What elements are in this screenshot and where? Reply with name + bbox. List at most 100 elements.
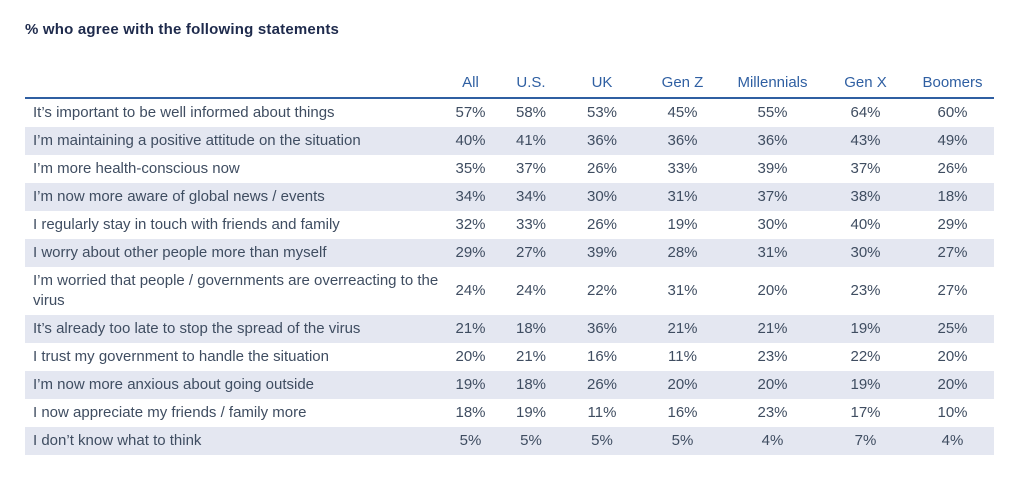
statement-cell: I don’t know what to think bbox=[33, 432, 202, 449]
header-row: All U.S. UK Gen Z Millennials Gen X Boomers bbox=[25, 74, 994, 99]
table-row: I worry about other people more than mys… bbox=[25, 239, 994, 267]
value-cell: 31% bbox=[667, 282, 698, 299]
value-cell: 36% bbox=[586, 132, 618, 149]
value-cell: 5% bbox=[591, 432, 613, 449]
value-cell: 4% bbox=[941, 432, 964, 449]
value-cell: 27% bbox=[937, 282, 968, 299]
table-row: It’s important to be well informed about… bbox=[25, 98, 994, 127]
statement-column-header bbox=[25, 74, 443, 99]
value-cell: 30% bbox=[586, 188, 618, 205]
value-cell: 36% bbox=[667, 132, 698, 149]
value-cell: 17% bbox=[850, 404, 881, 421]
statement-cell: I’m worried that people / governments ar… bbox=[33, 272, 439, 309]
value-cell: 10% bbox=[937, 404, 968, 421]
value-cell: 40% bbox=[850, 216, 881, 233]
value-cell: 19% bbox=[850, 376, 881, 393]
value-cell: 5% bbox=[671, 432, 694, 449]
value-cell: 5% bbox=[459, 432, 482, 449]
column-header: All bbox=[443, 74, 498, 99]
value-cell: 20% bbox=[455, 348, 486, 365]
survey-table: All U.S. UK Gen Z Millennials Gen X Boomers It… bbox=[25, 74, 994, 455]
value-cell: 21% bbox=[757, 320, 788, 337]
value-cell: 29% bbox=[937, 216, 968, 233]
table-row: I’m now more anxious about going outside… bbox=[25, 371, 994, 399]
value-cell: 36% bbox=[757, 132, 788, 149]
value-cell: 64% bbox=[850, 104, 881, 121]
value-cell: 25% bbox=[937, 320, 968, 337]
value-cell: 33% bbox=[515, 216, 547, 233]
value-cell: 37% bbox=[757, 188, 788, 205]
value-cell: 23% bbox=[757, 404, 788, 421]
statement-cell: I worry about other people more than mys… bbox=[33, 244, 327, 261]
value-cell: 26% bbox=[586, 216, 618, 233]
value-cell: 24% bbox=[455, 282, 486, 299]
value-cell: 19% bbox=[667, 216, 698, 233]
value-cell: 45% bbox=[667, 104, 698, 121]
column-header: UK bbox=[564, 74, 640, 99]
value-cell: 22% bbox=[586, 282, 618, 299]
value-cell: 29% bbox=[455, 244, 486, 261]
statement-cell: I’m now more aware of global news / even… bbox=[33, 188, 325, 205]
value-cell: 21% bbox=[667, 320, 698, 337]
statement-cell: I now appreciate my friends / family mor… bbox=[33, 404, 307, 421]
value-cell: 32% bbox=[455, 216, 486, 233]
value-cell: 20% bbox=[667, 376, 698, 393]
value-cell: 27% bbox=[937, 244, 968, 261]
value-cell: 19% bbox=[850, 320, 881, 337]
value-cell: 39% bbox=[757, 160, 788, 177]
value-cell: 23% bbox=[850, 282, 881, 299]
value-cell: 38% bbox=[850, 188, 881, 205]
value-cell: 20% bbox=[757, 282, 788, 299]
table-row: I regularly stay in touch with friends a… bbox=[25, 211, 994, 239]
value-cell: 22% bbox=[850, 348, 881, 365]
value-cell: 41% bbox=[515, 132, 547, 149]
statement-cell: I regularly stay in touch with friends a… bbox=[33, 216, 340, 233]
table-row: I’m worried that people / governments ar… bbox=[25, 267, 994, 315]
statement-cell: It’s important to be well informed about… bbox=[33, 104, 335, 121]
value-cell: 16% bbox=[586, 348, 618, 365]
value-cell: 18% bbox=[515, 320, 547, 337]
value-cell: 30% bbox=[850, 244, 881, 261]
value-cell: 57% bbox=[455, 104, 486, 121]
value-cell: 11% bbox=[668, 348, 697, 365]
statement-cell: I’m more health-conscious now bbox=[33, 160, 240, 177]
value-cell: 23% bbox=[757, 348, 788, 365]
value-cell: 40% bbox=[455, 132, 486, 149]
value-cell: 4% bbox=[761, 432, 784, 449]
value-cell: 37% bbox=[515, 160, 547, 177]
value-cell: 18% bbox=[455, 404, 486, 421]
value-cell: 26% bbox=[586, 160, 618, 177]
table-row: I trust my government to handle the situ… bbox=[25, 343, 994, 371]
value-cell: 27% bbox=[515, 244, 547, 261]
value-cell: 5% bbox=[520, 432, 542, 449]
table-row: I’m more health-conscious now 35% 37% 26% 33… bbox=[25, 155, 994, 183]
value-cell: 43% bbox=[850, 132, 881, 149]
table-row: I’m maintaining a positive attitude on t… bbox=[25, 127, 994, 155]
value-cell: 37% bbox=[850, 160, 881, 177]
value-cell: 60% bbox=[937, 104, 968, 121]
value-cell: 33% bbox=[667, 160, 698, 177]
value-cell: 11% bbox=[587, 404, 617, 421]
value-cell: 16% bbox=[667, 404, 698, 421]
value-cell: 20% bbox=[757, 376, 788, 393]
value-cell: 36% bbox=[586, 320, 618, 337]
value-cell: 28% bbox=[667, 244, 698, 261]
value-cell: 19% bbox=[455, 376, 486, 393]
value-cell: 34% bbox=[515, 188, 547, 205]
value-cell: 34% bbox=[455, 188, 486, 205]
value-cell: 19% bbox=[515, 404, 547, 421]
value-cell: 55% bbox=[757, 104, 788, 121]
table-body: It’s important to be well informed about… bbox=[25, 98, 994, 455]
value-cell: 20% bbox=[937, 376, 968, 393]
column-header: U.S. bbox=[498, 74, 564, 99]
column-header: Gen Z bbox=[640, 74, 725, 99]
column-header: Boomers bbox=[911, 74, 994, 99]
value-cell: 58% bbox=[515, 104, 547, 121]
value-cell: 26% bbox=[586, 376, 618, 393]
value-cell: 7% bbox=[854, 432, 877, 449]
value-cell: 21% bbox=[455, 320, 486, 337]
table-row: I now appreciate my friends / family mor… bbox=[25, 399, 994, 427]
value-cell: 31% bbox=[667, 188, 698, 205]
value-cell: 31% bbox=[757, 244, 788, 261]
